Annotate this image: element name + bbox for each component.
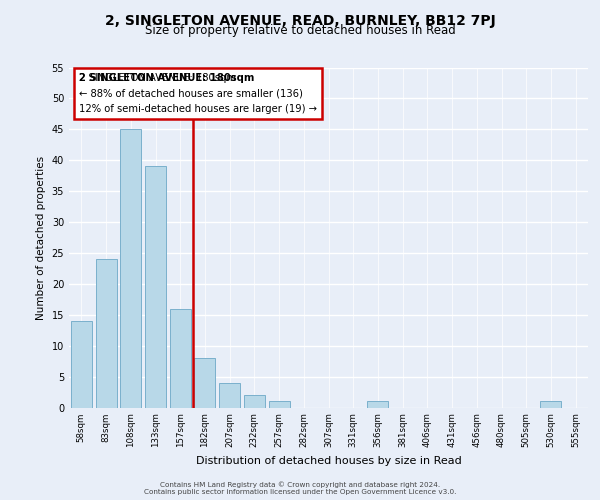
Bar: [244, 395, 265, 407]
Bar: [170, 308, 191, 408]
Text: 2 SINGLETON AVENUE: 180sqm
← 88% of detached houses are smaller (136)
12% of sem: 2 SINGLETON AVENUE: 180sqm ← 88% of deta…: [79, 72, 317, 114]
Bar: [120, 130, 141, 407]
Bar: [541, 402, 562, 407]
Bar: [269, 402, 290, 407]
Bar: [95, 259, 116, 408]
Y-axis label: Number of detached properties: Number of detached properties: [36, 156, 46, 320]
Bar: [194, 358, 215, 408]
Text: Size of property relative to detached houses in Read: Size of property relative to detached ho…: [145, 24, 455, 37]
X-axis label: Distribution of detached houses by size in Read: Distribution of detached houses by size …: [196, 456, 461, 466]
Text: 2, SINGLETON AVENUE, READ, BURNLEY, BB12 7PJ: 2, SINGLETON AVENUE, READ, BURNLEY, BB12…: [104, 14, 496, 28]
Text: 2 SINGLETON AVENUE: 180sqm: 2 SINGLETON AVENUE: 180sqm: [79, 72, 255, 83]
Bar: [71, 321, 92, 408]
Bar: [367, 402, 388, 407]
Bar: [219, 383, 240, 407]
Text: Contains HM Land Registry data © Crown copyright and database right 2024.: Contains HM Land Registry data © Crown c…: [160, 482, 440, 488]
Text: Contains public sector information licensed under the Open Government Licence v3: Contains public sector information licen…: [144, 489, 456, 495]
Bar: [145, 166, 166, 408]
